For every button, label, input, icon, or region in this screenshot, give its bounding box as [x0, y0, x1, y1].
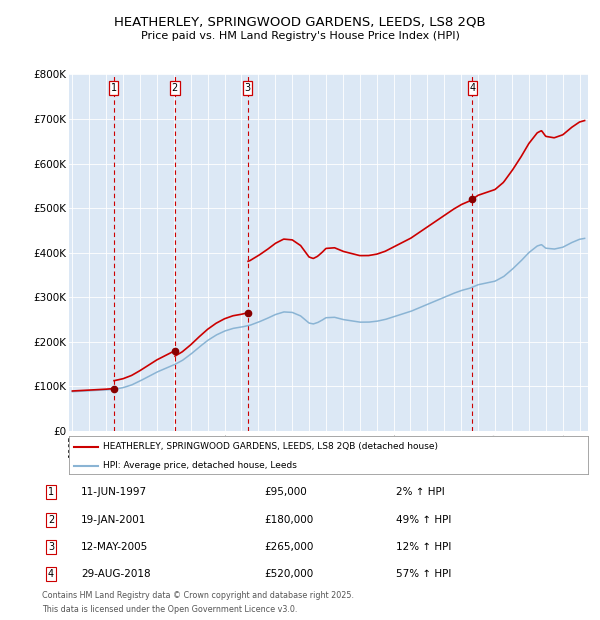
Text: 2% ↑ HPI: 2% ↑ HPI — [396, 487, 445, 497]
Text: 19-JAN-2001: 19-JAN-2001 — [81, 515, 146, 525]
Text: 49% ↑ HPI: 49% ↑ HPI — [396, 515, 451, 525]
Text: £265,000: £265,000 — [264, 542, 313, 552]
Text: 2: 2 — [48, 515, 54, 525]
Text: Contains HM Land Registry data © Crown copyright and database right 2025.: Contains HM Land Registry data © Crown c… — [42, 591, 354, 600]
Text: 57% ↑ HPI: 57% ↑ HPI — [396, 569, 451, 579]
Text: 12-MAY-2005: 12-MAY-2005 — [81, 542, 148, 552]
Text: 2: 2 — [172, 82, 178, 93]
Text: HPI: Average price, detached house, Leeds: HPI: Average price, detached house, Leed… — [103, 461, 296, 471]
Text: 11-JUN-1997: 11-JUN-1997 — [81, 487, 147, 497]
Text: Price paid vs. HM Land Registry's House Price Index (HPI): Price paid vs. HM Land Registry's House … — [140, 31, 460, 41]
Text: £180,000: £180,000 — [264, 515, 313, 525]
Text: 12% ↑ HPI: 12% ↑ HPI — [396, 542, 451, 552]
Text: £520,000: £520,000 — [264, 569, 313, 579]
Text: 4: 4 — [469, 82, 475, 93]
Text: 1: 1 — [110, 82, 116, 93]
Text: 3: 3 — [244, 82, 251, 93]
Text: 4: 4 — [48, 569, 54, 579]
Text: HEATHERLEY, SPRINGWOOD GARDENS, LEEDS, LS8 2QB: HEATHERLEY, SPRINGWOOD GARDENS, LEEDS, L… — [114, 16, 486, 29]
Text: 1: 1 — [48, 487, 54, 497]
Text: HEATHERLEY, SPRINGWOOD GARDENS, LEEDS, LS8 2QB (detached house): HEATHERLEY, SPRINGWOOD GARDENS, LEEDS, L… — [103, 442, 438, 451]
Text: £95,000: £95,000 — [264, 487, 307, 497]
Text: 3: 3 — [48, 542, 54, 552]
Text: 29-AUG-2018: 29-AUG-2018 — [81, 569, 151, 579]
Text: This data is licensed under the Open Government Licence v3.0.: This data is licensed under the Open Gov… — [42, 604, 298, 614]
